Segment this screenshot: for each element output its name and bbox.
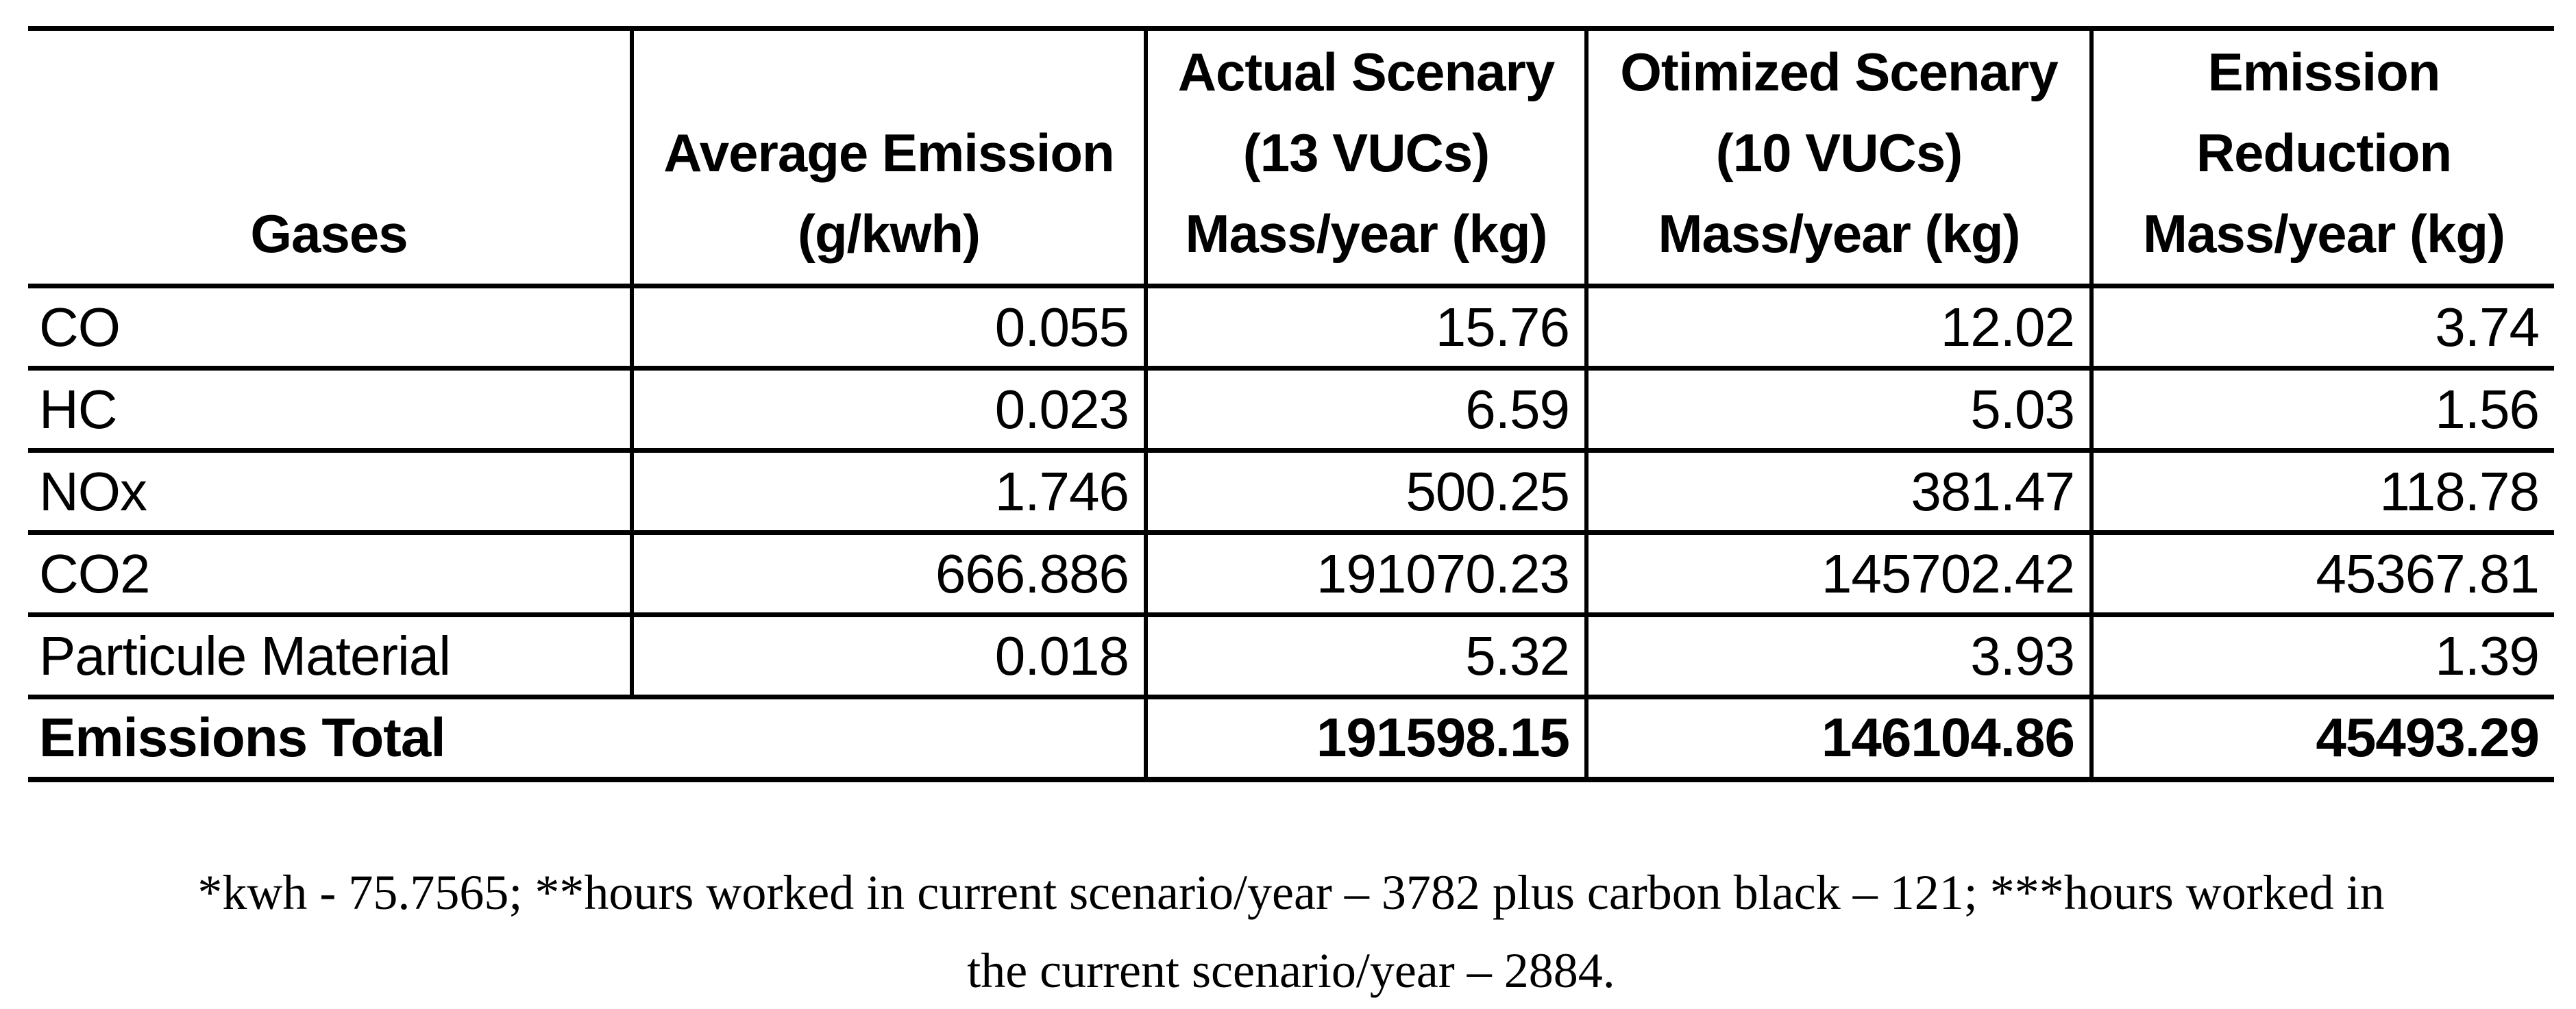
actual-scenary-value: 191070.23 [1144, 530, 1588, 617]
emission-reduction-value: 3.74 [2089, 284, 2554, 371]
table-row-hc: HC 0.023 6.59 5.03 1.56 [28, 366, 2554, 453]
header-actual-scenary-line3: Mass/year (kg) [1185, 203, 1548, 264]
gas-name: NOx [28, 448, 634, 535]
header-average-emission-line1: Average Emission [663, 123, 1114, 183]
header-otimized-scenary: Otimized Scenary (10 VUCs) Mass/year (kg… [1584, 26, 2094, 288]
table-footnote: *kwh - 75.7565; **hours worked in curren… [28, 854, 2554, 1009]
footnote-line-1: *kwh - 75.7565; **hours worked in curren… [197, 865, 2385, 920]
header-gases: Gases [28, 26, 634, 288]
actual-scenary-value: 500.25 [1144, 448, 1588, 535]
emissions-table: Gases Average Emission (g/kwh) Actual Sc… [28, 26, 2554, 782]
average-emission-value: 0.023 [630, 366, 1148, 453]
emission-reduction-total: 45493.29 [2089, 695, 2554, 782]
header-emission-reduction-line1: Emission [2207, 42, 2441, 102]
table-row-particule-material: Particule Material 0.018 5.32 3.93 1.39 [28, 612, 2554, 699]
table-row-emissions-total: Emissions Total 191598.15 146104.86 4549… [28, 695, 2554, 782]
otimized-scenary-total: 146104.86 [1584, 695, 2094, 782]
header-actual-scenary: Actual Scenary (13 VUCs) Mass/year (kg) [1144, 26, 1588, 288]
header-emission-reduction: Emission Reduction Mass/year (kg) [2089, 26, 2554, 288]
otimized-scenary-value: 3.93 [1584, 612, 2094, 699]
table-header: Gases Average Emission (g/kwh) Actual Sc… [28, 26, 2554, 288]
actual-scenary-value: 5.32 [1144, 612, 1588, 699]
table-row-co: CO 0.055 15.76 12.02 3.74 [28, 284, 2554, 371]
average-emission-value: 0.055 [630, 284, 1148, 371]
otimized-scenary-value: 145702.42 [1584, 530, 2094, 617]
gas-name: Particule Material [28, 612, 634, 699]
header-emission-reduction-line3: Mass/year (kg) [2143, 203, 2505, 264]
header-actual-scenary-line1: Actual Scenary [1177, 42, 1556, 102]
table-body: CO 0.055 15.76 12.02 3.74 HC 0.023 6.59 … [28, 284, 2554, 782]
header-average-emission: Average Emission (g/kwh) [630, 26, 1148, 288]
header-emission-reduction-line2: Reduction [2196, 123, 2452, 183]
table-row-co2: CO2 666.886 191070.23 145702.42 45367.81 [28, 530, 2554, 617]
header-actual-scenary-line2: (13 VUCs) [1242, 123, 1490, 183]
average-emission-value: 0.018 [630, 612, 1148, 699]
gas-name: HC [28, 366, 634, 453]
otimized-scenary-value: 5.03 [1584, 366, 2094, 453]
average-emission-value: 1.746 [630, 448, 1148, 535]
emission-reduction-value: 45367.81 [2089, 530, 2554, 617]
otimized-scenary-value: 381.47 [1584, 448, 2094, 535]
emission-reduction-value: 1.39 [2089, 612, 2554, 699]
gas-name: CO [28, 284, 634, 371]
gas-name: CO2 [28, 530, 634, 617]
footnote-line-2: the current scenario/year – 2884. [967, 943, 1615, 998]
actual-scenary-value: 6.59 [1144, 366, 1588, 453]
emission-reduction-value: 1.56 [2089, 366, 2554, 453]
table-row-nox: NOx 1.746 500.25 381.47 118.78 [28, 448, 2554, 535]
header-otimized-scenary-line1: Otimized Scenary [1620, 42, 2059, 102]
otimized-scenary-value: 12.02 [1584, 284, 2094, 371]
header-row: Gases Average Emission (g/kwh) Actual Sc… [28, 26, 2554, 288]
average-emission-value: 666.886 [630, 530, 1148, 617]
actual-scenary-value: 15.76 [1144, 284, 1588, 371]
header-otimized-scenary-line2: (10 VUCs) [1715, 123, 1963, 183]
header-otimized-scenary-line3: Mass/year (kg) [1658, 203, 2021, 264]
header-gases-line: Gases [250, 203, 408, 264]
emissions-total-label: Emissions Total [28, 695, 1148, 782]
header-average-emission-line2: (g/kwh) [798, 203, 981, 264]
emission-reduction-value: 118.78 [2089, 448, 2554, 535]
actual-scenary-total: 191598.15 [1144, 695, 1588, 782]
